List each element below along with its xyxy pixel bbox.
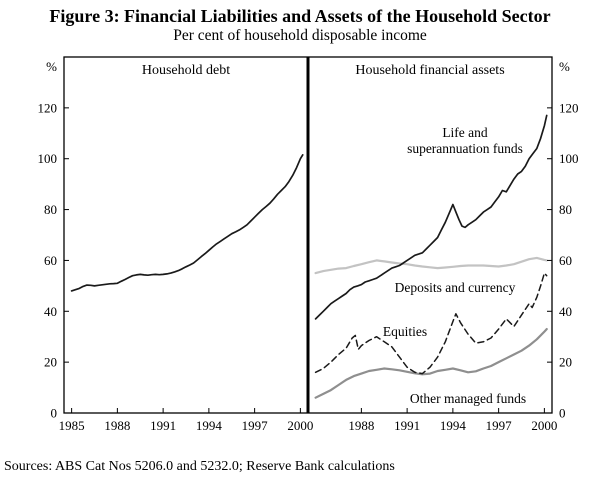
x-tick-label: 1988: [348, 418, 374, 433]
figure-subtitle: Per cent of household disposable income: [173, 27, 427, 44]
x-tick-label: 1994: [196, 418, 223, 433]
y-tick-label-left: 60: [44, 253, 57, 268]
x-tick-label: 1991: [150, 418, 176, 433]
x-tick-label: 1997: [486, 418, 513, 433]
annotation-other-managed-funds: Other managed funds: [409, 391, 527, 406]
y-tick-label-left: 0: [51, 406, 58, 421]
x-tick-label: 1988: [104, 418, 130, 433]
y-tick-label-right: 80: [559, 202, 572, 217]
x-tick-label: 1994: [440, 418, 467, 433]
source-note: Sources: ABS Cat Nos 5206.0 and 5232.0; …: [4, 459, 395, 474]
annotation-equities: Equities: [382, 324, 428, 339]
x-tick-label: 2000: [287, 418, 313, 433]
y-tick-label-right: 60: [559, 253, 572, 268]
annotation-life-superannuation-funds: Life and superannuation funds: [407, 125, 523, 156]
y-tick-label-left: 20: [44, 355, 57, 370]
x-tick-label: 1985: [59, 418, 85, 433]
y-tick-label-left: 120: [38, 100, 58, 115]
chart-canvas: 1985 1988 1991 1994 1997 2000 1988 1991 1994 1997…: [38, 56, 579, 433]
y-axis-unit-right: %: [559, 59, 570, 74]
y-tick-label-right: 100: [559, 151, 579, 166]
x-tick-label: 2000: [531, 418, 557, 433]
series-household-debt: [70, 154, 304, 292]
series-life-and-superannuation-funds: [314, 114, 548, 320]
y-tick-label-left: 80: [44, 202, 57, 217]
y-tick-label-left: 100: [38, 151, 58, 166]
x-tick-label: 1997: [242, 418, 269, 433]
series-deposits-and-currency: [314, 256, 548, 275]
series-other-managed-funds: [314, 328, 548, 399]
annotation-deposits-and-currency: Deposits and currency: [394, 280, 516, 295]
y-tick-label-right: 120: [559, 100, 579, 115]
x-tick-label: 1991: [394, 418, 420, 433]
panel-title-household-debt: Household debt: [141, 63, 231, 78]
series-equities: [314, 272, 548, 375]
y-tick-label-right: 0: [559, 406, 566, 421]
panel-title-household-financial-assets: Household financial assets: [355, 63, 505, 78]
y-tick-label-right: 40: [559, 304, 572, 319]
y-tick-label-right: 20: [559, 355, 572, 370]
figure-title: Figure 3: Financial Liabilities and Asse…: [49, 6, 551, 26]
y-axis-unit-left: %: [46, 59, 57, 74]
chart-area: 1985 1988 1991 1994 1997 2000 1988 1991 1994 1997…: [0, 47, 600, 439]
y-tick-label-left: 40: [44, 304, 57, 319]
